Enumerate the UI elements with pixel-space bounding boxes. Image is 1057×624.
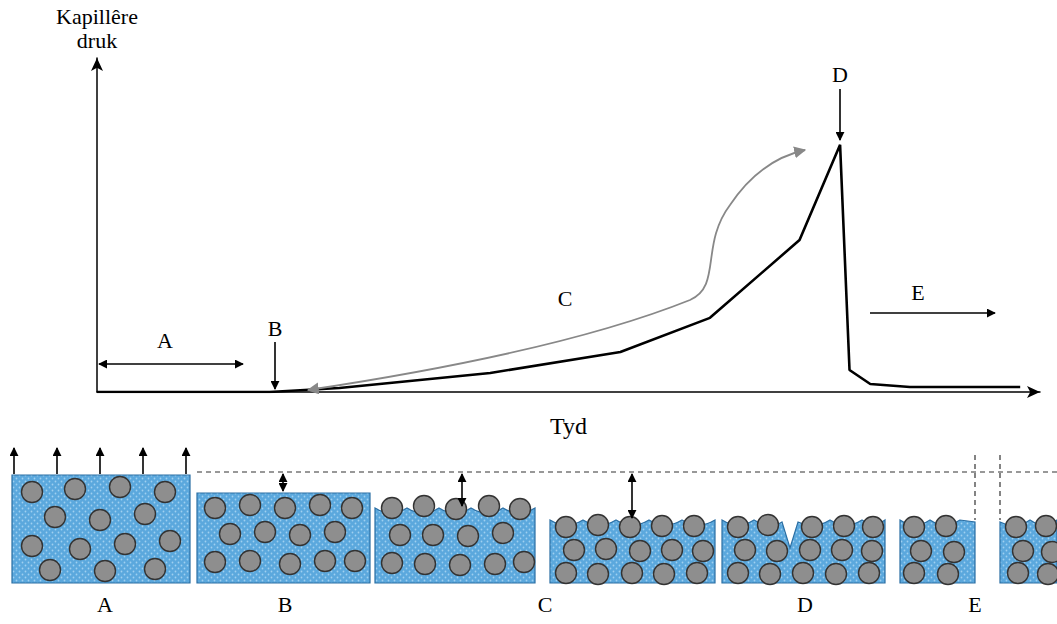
svg-text:C: C bbox=[538, 592, 553, 617]
svg-text:C: C bbox=[558, 286, 573, 311]
svg-text:A: A bbox=[97, 592, 113, 617]
svg-text:D: D bbox=[797, 592, 813, 617]
svg-text:Tyd: Tyd bbox=[550, 413, 587, 439]
svg-text:D: D bbox=[832, 62, 848, 87]
svg-text:A: A bbox=[157, 328, 173, 353]
svg-text:druk: druk bbox=[77, 28, 117, 53]
svg-text:E: E bbox=[968, 592, 981, 617]
svg-text:B: B bbox=[278, 592, 293, 617]
svg-text:Kapillêre: Kapillêre bbox=[56, 4, 138, 29]
svg-text:B: B bbox=[268, 316, 283, 341]
svg-text:E: E bbox=[911, 280, 924, 305]
